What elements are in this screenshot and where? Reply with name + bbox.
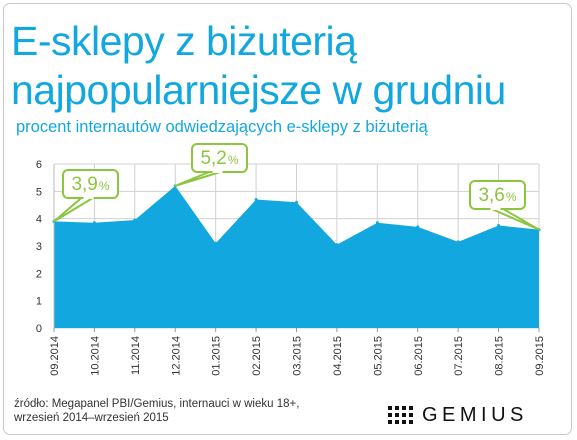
x-tick-label: 03.2015 — [292, 336, 304, 376]
y-tick-label: 2 — [36, 268, 42, 280]
data-point — [416, 225, 420, 229]
x-tick-label: 09.2014 — [49, 336, 61, 376]
data-point — [214, 241, 218, 245]
source-line-2: wrzesień 2014–wrzesień 2015 — [14, 412, 169, 424]
y-tick-label: 5 — [36, 186, 42, 198]
x-tick-label: 08.2015 — [494, 336, 506, 376]
x-tick-label: 12.2014 — [170, 336, 182, 376]
y-tick-label: 4 — [36, 214, 42, 226]
logo-dots-icon — [388, 406, 413, 424]
data-point — [92, 221, 96, 225]
x-tick-label: 07.2015 — [453, 336, 465, 376]
data-point — [133, 218, 137, 222]
y-tick-label: 1 — [36, 296, 42, 308]
data-point — [456, 240, 460, 244]
data-point — [295, 200, 298, 204]
chart-title-line1: E-sklepy z biżuterią — [11, 18, 357, 64]
callout-3: 5,2% — [174, 143, 248, 187]
chart-title-line2: najpopularniejsze w grudniu — [11, 67, 506, 113]
x-tick-label: 10.2014 — [89, 336, 101, 376]
x-tick-label: 05.2015 — [372, 336, 384, 376]
gemius-logo: GEMIUS — [388, 402, 528, 428]
callout-pointer — [53, 196, 96, 223]
callout-pointer — [174, 170, 224, 187]
chart-subtitle: procent internautów odwiedzających e-skl… — [16, 118, 428, 136]
y-tick-label: 3 — [36, 241, 42, 253]
x-tick-label: 06.2015 — [413, 336, 425, 376]
data-point — [497, 224, 501, 227]
callout-12: 3,6% — [469, 180, 540, 231]
x-tick-label: 04.2015 — [332, 336, 344, 376]
source-note: źródło: Megapanel PBI/Gemius, internauci… — [14, 397, 299, 425]
callout-label: 5,2% — [200, 148, 238, 169]
logo-text: GEMIUS — [422, 403, 528, 426]
callout-label: 3,9% — [71, 174, 109, 195]
callout-pointer — [489, 207, 540, 231]
data-point — [254, 198, 258, 202]
x-tick-label: 01.2015 — [211, 336, 223, 376]
data-point — [335, 243, 339, 247]
data-point — [375, 221, 379, 225]
series-area — [54, 185, 539, 328]
callout-0: 3,9% — [53, 169, 119, 223]
source-line-1: źródło: Megapanel PBI/Gemius, internauci… — [14, 398, 300, 410]
y-tick-label: 6 — [36, 159, 42, 171]
y-tick-label: 0 — [36, 323, 42, 335]
x-tick-label: 02.2015 — [251, 336, 263, 376]
x-tick-label: 09.2015 — [534, 336, 546, 376]
callout-label: 3,6% — [478, 185, 516, 206]
x-tick-label: 11.2014 — [130, 336, 142, 375]
